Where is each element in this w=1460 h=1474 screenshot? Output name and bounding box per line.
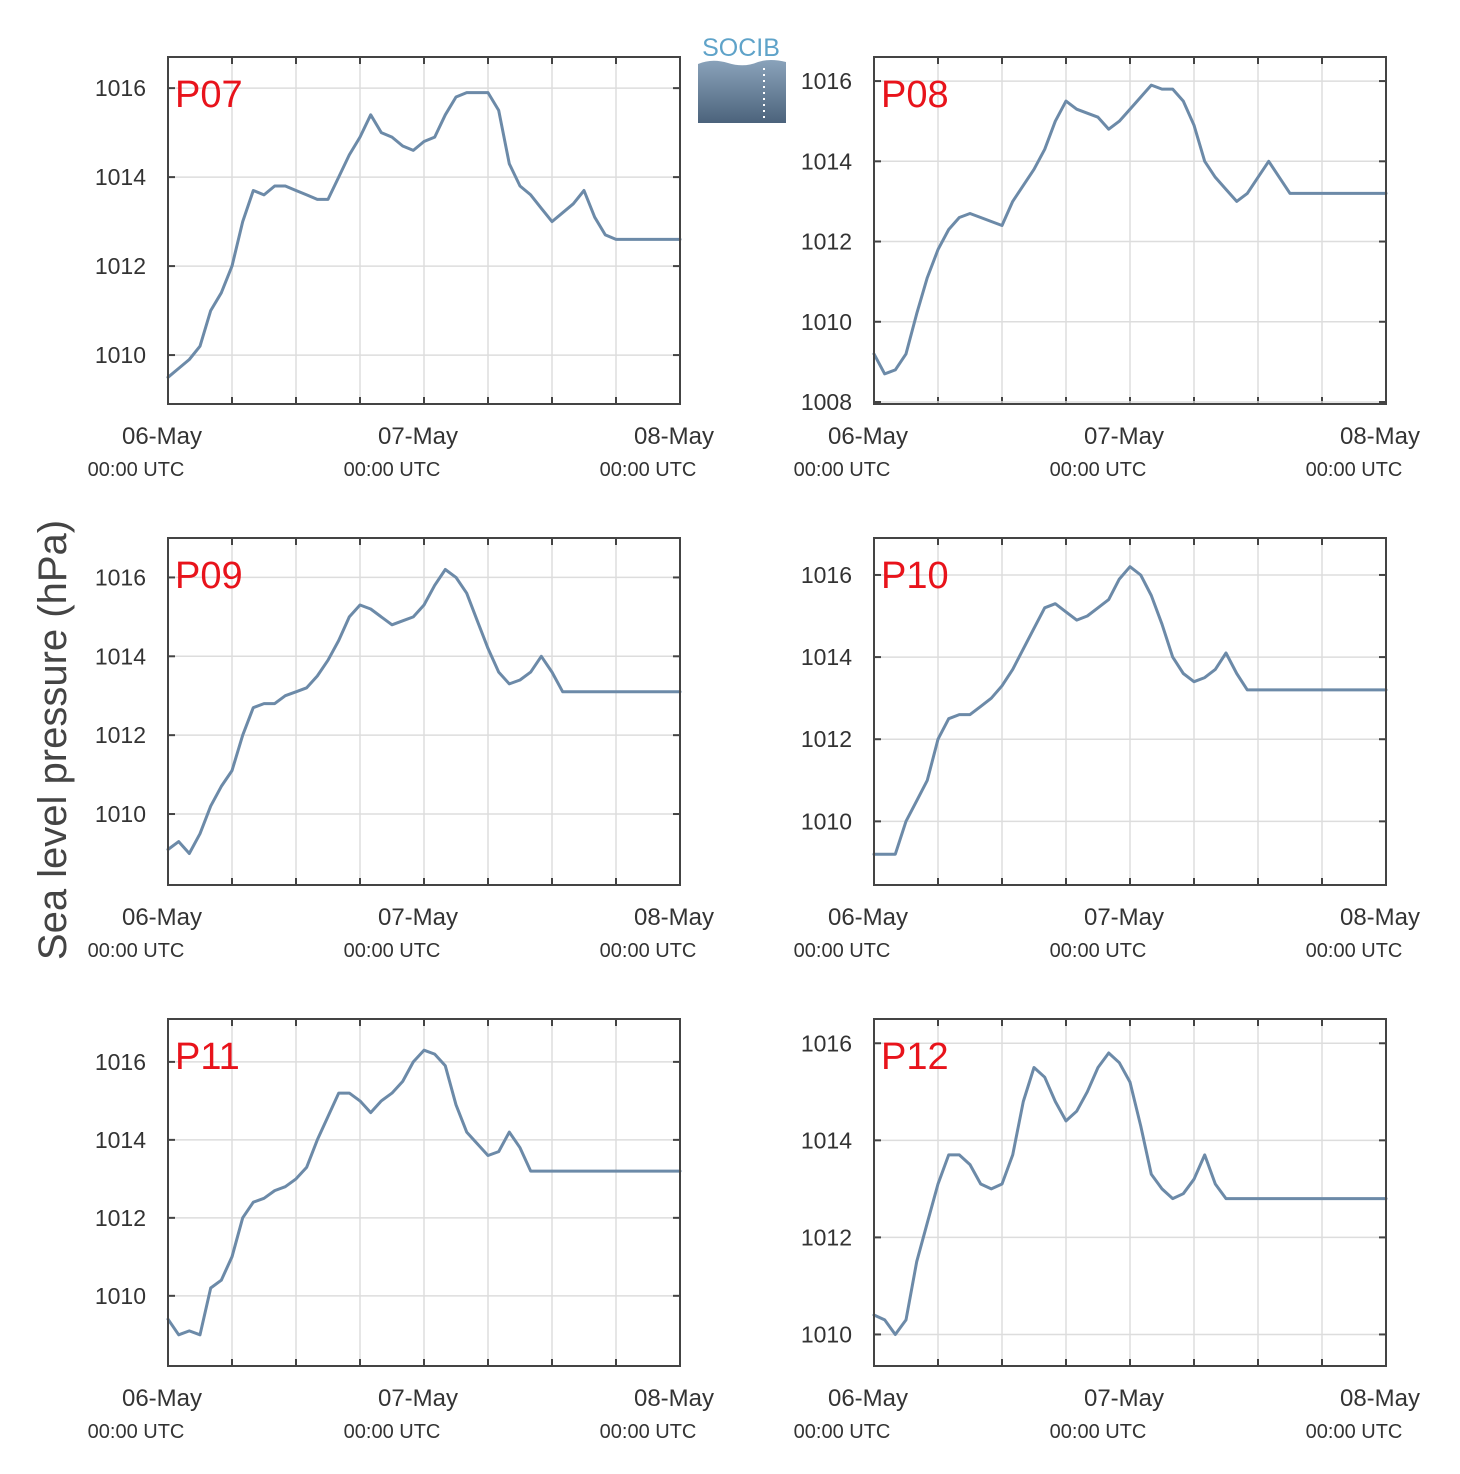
- x-tick-label-time: 00:00 UTC: [600, 940, 697, 962]
- x-tick-label-date: 07-May: [1084, 423, 1164, 450]
- socib-logo: SOCIB: [698, 34, 786, 123]
- panel-label: P08: [881, 74, 949, 116]
- y-tick-label: 1010: [95, 1283, 146, 1309]
- x-tick-label-time: 00:00 UTC: [600, 1421, 697, 1443]
- panel-label: P07: [175, 74, 243, 116]
- y-tick-label: 1016: [95, 75, 146, 101]
- y-tick-label: 1012: [801, 1224, 852, 1250]
- x-tick-label-date: 06-May: [122, 423, 202, 450]
- y-tick-label: 1012: [801, 229, 852, 255]
- y-tick-label: 1016: [95, 564, 146, 590]
- series-line-p12: [872, 1051, 1388, 1336]
- plot-frame: [167, 56, 681, 405]
- y-tick-label: 1014: [801, 644, 852, 670]
- y-tick-label: 1016: [801, 68, 852, 94]
- logo-text: SOCIB: [702, 34, 780, 62]
- y-tick-label: 1016: [95, 1049, 146, 1075]
- x-tick-label-date: 06-May: [828, 423, 908, 450]
- panel-label: P10: [881, 555, 949, 597]
- x-tick-label-date: 07-May: [378, 1385, 458, 1412]
- y-tick-label: 1016: [801, 562, 852, 588]
- y-tick-label: 1010: [95, 342, 146, 368]
- plot-frame: [167, 1018, 681, 1367]
- y-tick-label: 1014: [95, 1127, 146, 1153]
- series-line-p10: [872, 565, 1388, 856]
- x-tick-label-time: 00:00 UTC: [1306, 459, 1403, 481]
- x-tick-label-time: 00:00 UTC: [88, 1421, 185, 1443]
- y-tick-label: 1014: [95, 643, 146, 669]
- y-tick-label: 1008: [801, 389, 852, 415]
- x-tick-label-time: 00:00 UTC: [88, 459, 185, 481]
- series-line-p07: [166, 91, 682, 379]
- x-tick-label-date: 07-May: [378, 423, 458, 450]
- panel-p08: 1008 1010 1012 1014 1016 06-May 00:00 UTC 07-Ma…: [794, 56, 1420, 481]
- x-tick-label-time: 00:00 UTC: [794, 459, 891, 481]
- x-tick-label-date: 08-May: [634, 423, 714, 450]
- panel-p09: 1010 1012 1014 1016 06-May 00:00 UTC 07-May 00:…: [88, 537, 714, 962]
- y-tick-label: 1010: [801, 309, 852, 335]
- panel-label: P12: [881, 1036, 949, 1078]
- plot-frame: [167, 537, 681, 886]
- x-tick-label-time: 00:00 UTC: [344, 940, 441, 962]
- x-tick-label-date: 06-May: [122, 904, 202, 931]
- x-tick-label-date: 06-May: [828, 904, 908, 931]
- panel-label: P11: [175, 1036, 240, 1078]
- y-axis-label: Sea level pressure (hPa): [31, 520, 75, 960]
- x-tick-label-time: 00:00 UTC: [1050, 940, 1147, 962]
- x-tick-label-date: 08-May: [1340, 423, 1420, 450]
- plot-frame: [873, 56, 1387, 405]
- logo-wave-icon: [698, 60, 786, 123]
- y-tick-label: 1012: [801, 726, 852, 752]
- x-tick-label-time: 00:00 UTC: [88, 940, 185, 962]
- x-tick-label-time: 00:00 UTC: [344, 459, 441, 481]
- y-tick-label: 1012: [95, 1205, 146, 1231]
- plot-frame: [873, 1018, 1387, 1367]
- panel-p11: 1010 1012 1014 1016 06-May 00:00 UTC 07-May 00:…: [88, 1018, 714, 1443]
- y-tick-label: 1010: [801, 808, 852, 834]
- series-line-p08: [872, 83, 1388, 376]
- x-tick-label-time: 00:00 UTC: [1306, 1421, 1403, 1443]
- x-tick-label-time: 00:00 UTC: [1050, 459, 1147, 481]
- panel-p07: 1010 1012 1014 1016 06-May 00:00 UTC 07-May 00:…: [88, 56, 714, 481]
- x-tick-label-time: 00:00 UTC: [600, 459, 697, 481]
- y-tick-label: 1014: [95, 164, 146, 190]
- x-tick-label-time: 00:00 UTC: [344, 1421, 441, 1443]
- y-tick-label: 1012: [95, 253, 146, 279]
- y-tick-label: 1012: [95, 722, 146, 748]
- x-tick-label-date: 06-May: [122, 1385, 202, 1412]
- x-tick-label-date: 08-May: [1340, 1385, 1420, 1412]
- y-tick-label: 1010: [801, 1321, 852, 1347]
- x-tick-label-date: 08-May: [634, 904, 714, 931]
- x-tick-label-date: 07-May: [378, 904, 458, 931]
- panel-label: P09: [175, 555, 243, 597]
- panel-p10: 1010 1012 1014 1016 06-May 00:00 UTC 07-May 00:…: [794, 537, 1420, 962]
- x-tick-label-date: 08-May: [1340, 904, 1420, 931]
- x-tick-label-date: 06-May: [828, 1385, 908, 1412]
- series-line-p11: [166, 1048, 682, 1337]
- x-tick-label-time: 00:00 UTC: [794, 1421, 891, 1443]
- y-tick-label: 1014: [801, 1127, 852, 1153]
- x-tick-label-time: 00:00 UTC: [1050, 1421, 1147, 1443]
- x-tick-label-date: 07-May: [1084, 904, 1164, 931]
- plot-frame: [873, 537, 1387, 886]
- x-tick-label-time: 00:00 UTC: [794, 940, 891, 962]
- y-tick-label: 1014: [801, 148, 852, 174]
- x-tick-label-time: 00:00 UTC: [1306, 940, 1403, 962]
- series-line-p09: [166, 568, 682, 855]
- panel-p12: 1010 1012 1014 1016 06-May 00:00 UTC 07-May 00:…: [794, 1018, 1420, 1443]
- x-tick-label-date: 07-May: [1084, 1385, 1164, 1412]
- y-tick-label: 1016: [801, 1030, 852, 1056]
- y-tick-label: 1010: [95, 801, 146, 827]
- x-tick-label-date: 08-May: [634, 1385, 714, 1412]
